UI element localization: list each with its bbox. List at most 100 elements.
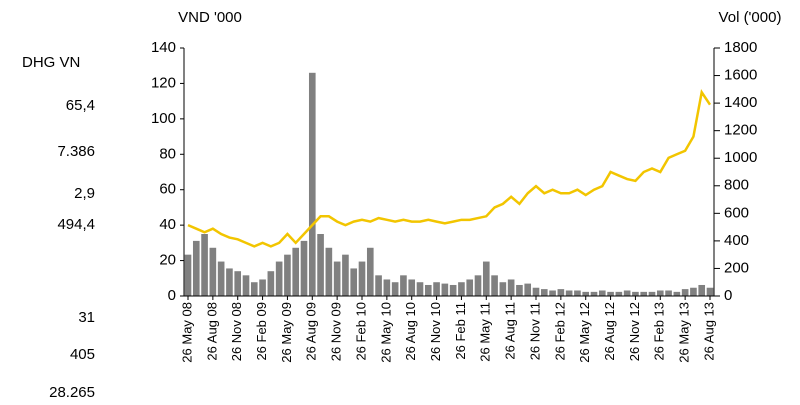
x-tick-label: 26 Feb 10 [353,302,368,361]
x-tick-label: 26 Aug 12 [602,302,617,361]
volume-bar [690,287,697,296]
y2-tick-label: 800 [724,177,749,194]
volume-bar [292,247,300,296]
x-tick-label: 26 Nov 10 [428,302,443,361]
volume-bar [458,282,465,296]
volume-bar [607,291,614,296]
volume-bar [325,247,333,296]
volume-bar [209,247,217,296]
volume-bar [574,290,581,296]
x-tick-label: 26 Feb 09 [254,302,269,361]
y-tick-label: 80 [159,145,176,162]
y-tick-label: 40 [159,216,176,233]
volume-bar [424,284,432,296]
y2-axis-label: Vol ('000) [719,9,782,26]
x-tick-label: 26 Nov 12 [627,302,642,361]
x-tick-label: 26 May 10 [378,302,393,363]
y2-tick-label: 1000 [724,149,757,166]
x-tick-label: 26 Feb 12 [552,302,567,361]
y-tick-label: 120 [151,74,176,91]
x-tick-label: 26 Feb 13 [652,302,667,361]
volume-bar [375,275,382,296]
y2-tick-label: 1400 [724,94,757,111]
volume-bar [433,282,440,296]
y-tick-label: 60 [159,181,176,198]
volume-bar [532,287,540,296]
volume-bar [623,290,631,296]
volume-bar [565,290,573,296]
volume-bar [474,275,482,296]
volume-bar [242,275,250,296]
volume-bar [615,291,623,296]
volume-bar [524,283,532,296]
side-label: 31 [78,309,95,326]
volume-bar [482,261,490,296]
volume-bar [308,72,316,296]
volume-bar [192,240,200,296]
volume-bar [317,234,324,296]
y2-tick-label: 0 [724,287,732,304]
volume-bar [250,282,258,296]
side-label: DHG VN [22,54,80,71]
volume-bar [632,291,639,296]
x-tick-label: 26 Aug 08 [204,302,219,361]
x-tick-label: 26 May 09 [279,302,294,363]
x-tick-label: 26 Nov 09 [329,302,344,361]
volume-bar [400,275,407,296]
x-tick-label: 26 Aug 13 [701,302,716,361]
volume-bar [226,268,233,296]
volume-bar [540,289,548,296]
volume-bar [557,289,565,296]
volume-bar [449,284,457,296]
volume-bar [441,283,449,296]
x-tick-label: 26 May 08 [179,302,194,363]
volume-bar [598,290,606,296]
volume-bar [648,291,656,296]
volume-bar [466,279,474,296]
volume-bar [184,254,192,296]
side-label: 405 [70,346,95,363]
volume-bar [342,254,349,296]
volume-bar [507,279,515,296]
y2-tick-label: 200 [724,259,749,276]
side-label: 2,9 [74,185,95,202]
volume-bar [681,289,689,296]
volume-bar [698,284,706,296]
volume-bar [275,261,283,296]
x-tick-label: 26 May 11 [478,302,493,362]
volume-bar [358,261,366,296]
volume-bar [665,290,672,296]
x-tick-label: 26 Aug 10 [403,302,418,361]
y-axis-label: VND '000 [178,9,242,26]
volume-bar [516,284,523,296]
y2-tick-label: 1200 [724,122,757,139]
volume-bar [706,287,714,296]
volume-bar [350,268,358,296]
side-label: 7.386 [57,143,95,160]
y2-tick-label: 1600 [724,67,757,84]
volume-bar [582,291,590,296]
price-line [187,89,712,248]
side-label: 28.265 [49,384,95,400]
volume-bar [217,261,225,296]
volume-bar [408,279,416,296]
y2-tick-label: 1800 [724,39,757,56]
volume-bar [491,275,498,296]
volume-bar [366,247,374,296]
x-tick-label: 26 Nov 11 [527,302,542,360]
volume-bar [284,254,291,296]
x-tick-label: 26 Aug 09 [304,302,319,361]
volume-bar [201,234,208,296]
x-tick-label: 26 Nov 08 [229,302,244,361]
x-tick-label: 26 May 13 [677,302,692,363]
volume-bar [416,282,424,296]
side-label: 494,4 [57,216,95,233]
volume-bar [300,240,308,296]
y-tick-label: 0 [168,287,176,304]
x-tick-label: 26 Aug 11 [503,302,518,360]
volume-bar [234,271,242,296]
volume-bar [640,291,648,296]
volume-bar [549,290,556,296]
volume-bar [499,282,507,296]
